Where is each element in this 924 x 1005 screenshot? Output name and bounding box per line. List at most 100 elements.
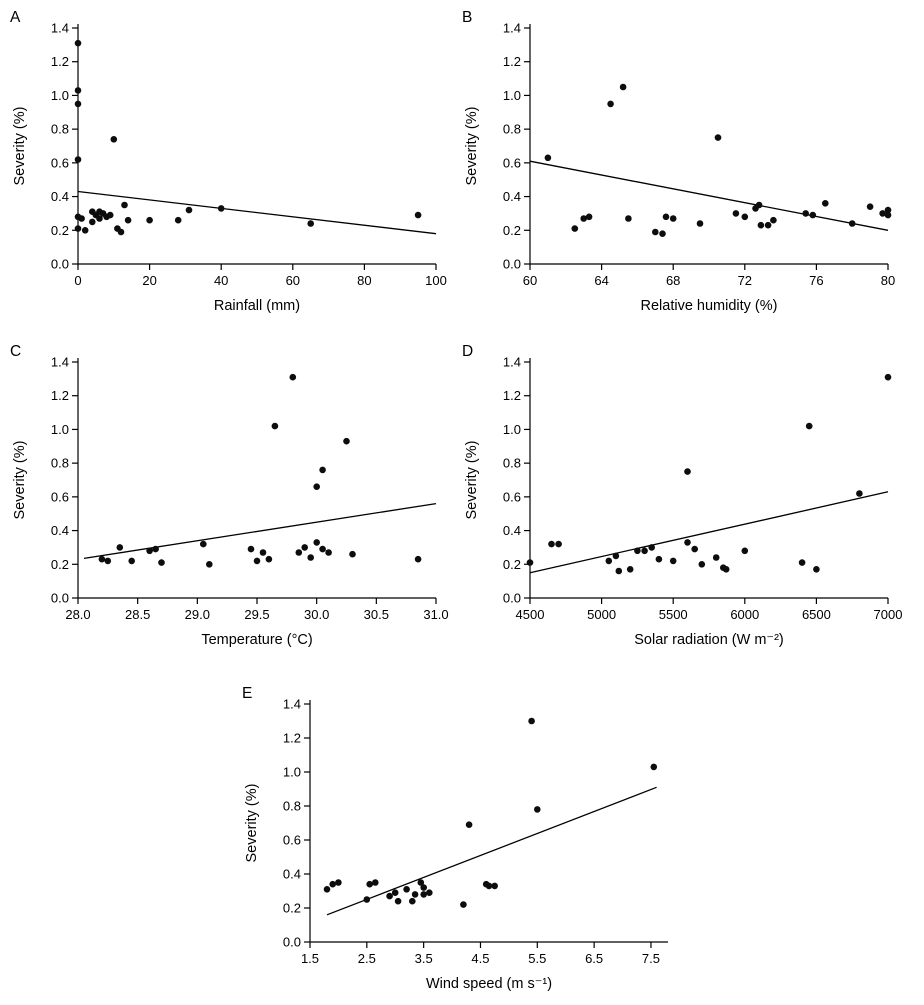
y-axis-label: Severity (%): [464, 441, 480, 520]
x-tick-label: 30.0: [304, 607, 329, 622]
trend-line: [83, 502, 437, 560]
data-point: [74, 39, 82, 47]
data-point: [411, 891, 419, 898]
data-point: [414, 555, 422, 563]
panel-letter: A: [10, 9, 21, 26]
data-point: [884, 211, 892, 219]
data-point: [417, 879, 425, 886]
y-tick-label: 1.0: [503, 422, 521, 437]
y-axis-label: Severity (%): [464, 107, 480, 186]
data-point: [146, 216, 153, 224]
data-point: [206, 561, 213, 568]
x-tick-label: 29.0: [185, 607, 210, 622]
y-axis-label: Severity (%): [12, 441, 28, 520]
data-point: [307, 554, 315, 561]
data-point: [612, 552, 620, 560]
x-tick-label: 31.0: [423, 607, 448, 622]
y-tick-label: 0.2: [283, 901, 301, 916]
data-point: [313, 483, 321, 490]
y-tick-label: 0.6: [503, 489, 521, 504]
panel-c-temperature: C 0.0 0.2 0.4 0.6 0.8 1.0 1.2 1.4 28.0 28.5 29.0 29.…: [6, 338, 458, 656]
x-tick-label: 6000: [730, 607, 759, 622]
data-point: [323, 886, 331, 893]
y-tick-label: 0.4: [51, 189, 69, 204]
data-point: [698, 561, 706, 568]
data-point: [669, 215, 677, 222]
data-point: [534, 806, 541, 813]
x-tick-label: 80: [881, 273, 895, 288]
data-point: [662, 213, 670, 221]
data-point: [856, 490, 863, 497]
data-point: [394, 897, 402, 905]
data-point: [403, 886, 410, 893]
y-tick-label: 0.8: [51, 122, 69, 137]
panel-letter: C: [10, 343, 21, 360]
data-point: [295, 549, 303, 556]
data-point: [615, 567, 623, 575]
y-tick-label: 0.2: [51, 557, 69, 572]
y-tick-label: 0.0: [503, 591, 521, 606]
data-point: [691, 545, 698, 553]
data-point: [866, 203, 874, 210]
data-point: [571, 225, 579, 232]
x-axis-label: Rainfall (mm): [214, 298, 300, 314]
data-point: [200, 540, 207, 548]
y-tick-label: 0.0: [51, 591, 69, 606]
x-tick-label: 64: [594, 273, 608, 288]
x-tick-label: 80: [357, 273, 371, 288]
data-point: [386, 892, 393, 900]
y-tick-label: 0.0: [51, 257, 69, 272]
y-tick-label: 1.2: [503, 54, 521, 69]
trend-line: [529, 160, 889, 231]
data-point: [110, 136, 118, 143]
x-axis-label: Wind speed (m s⁻¹): [426, 976, 552, 992]
data-point: [625, 215, 632, 222]
y-tick-label: 1.0: [283, 765, 301, 780]
y-axis-label: Severity (%): [244, 784, 260, 863]
y-tick-label: 1.4: [51, 355, 69, 370]
data-point: [152, 545, 159, 553]
data-point: [366, 880, 373, 888]
data-point: [580, 215, 587, 222]
data-point: [420, 884, 427, 891]
data-point: [741, 213, 749, 221]
data-point: [74, 225, 82, 232]
data-point: [409, 897, 416, 905]
data-point: [802, 210, 809, 217]
y-tick-label: 0.2: [503, 223, 521, 238]
data-point: [641, 547, 648, 555]
x-tick-label: 1.5: [301, 951, 319, 966]
y-tick-label: 0.4: [503, 523, 521, 538]
panel-letter: E: [242, 685, 252, 702]
data-point: [319, 466, 326, 474]
y-tick-label: 0.6: [503, 155, 521, 170]
x-axis-label: Solar radiation (W m⁻²): [634, 632, 783, 648]
data-point: [460, 901, 467, 908]
scatter-plot-solar-radiation: D 0.0 0.2 0.4 0.6 0.8 1.0 1.2 1.4 4500 5000 5500 600…: [462, 343, 902, 648]
data-point: [879, 210, 886, 217]
trend-line: [77, 190, 437, 235]
data-point: [117, 228, 125, 236]
data-point: [325, 549, 332, 556]
data-point: [619, 83, 627, 91]
data-point: [78, 215, 85, 222]
data-point: [217, 205, 225, 212]
y-tick-label: 1.2: [283, 731, 301, 746]
data-point: [146, 547, 153, 555]
data-point: [465, 821, 473, 828]
data-point: [607, 100, 614, 108]
data-point: [722, 566, 730, 573]
data-point: [329, 880, 336, 888]
x-tick-label: 4500: [516, 607, 545, 622]
y-tick-label: 0.6: [51, 155, 69, 170]
data-point: [485, 882, 493, 890]
data-point: [652, 228, 659, 236]
y-tick-label: 0.8: [51, 456, 69, 471]
data-point: [420, 891, 427, 898]
data-point: [884, 373, 892, 381]
data-point: [74, 100, 82, 108]
y-tick-label: 0.8: [503, 122, 521, 137]
x-tick-label: 6.5: [585, 951, 603, 966]
trend-line: [529, 491, 889, 574]
